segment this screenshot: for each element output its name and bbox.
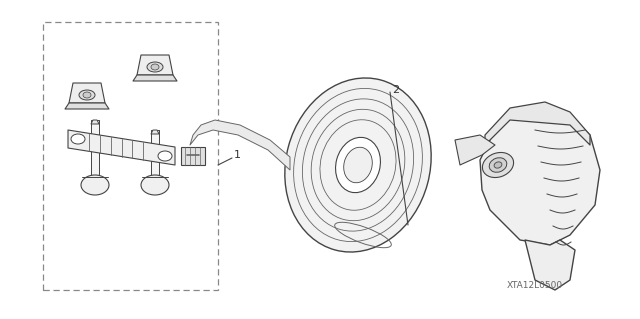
Polygon shape xyxy=(68,130,175,165)
Ellipse shape xyxy=(335,137,380,193)
Text: 2: 2 xyxy=(392,85,399,95)
Polygon shape xyxy=(485,102,590,145)
Ellipse shape xyxy=(71,134,85,144)
Ellipse shape xyxy=(285,78,431,252)
Polygon shape xyxy=(69,83,105,103)
Ellipse shape xyxy=(79,90,95,100)
Ellipse shape xyxy=(141,175,169,195)
Text: 1: 1 xyxy=(234,150,241,160)
Polygon shape xyxy=(151,130,159,134)
Polygon shape xyxy=(65,103,109,109)
Ellipse shape xyxy=(158,151,172,161)
Ellipse shape xyxy=(494,162,502,168)
Ellipse shape xyxy=(483,152,513,178)
Bar xyxy=(181,147,205,165)
Polygon shape xyxy=(91,120,99,183)
Ellipse shape xyxy=(147,62,163,72)
Text: XTA12L0500: XTA12L0500 xyxy=(507,280,563,290)
Ellipse shape xyxy=(489,158,507,172)
Ellipse shape xyxy=(83,92,91,98)
Ellipse shape xyxy=(81,175,109,195)
Polygon shape xyxy=(455,135,495,165)
Ellipse shape xyxy=(344,147,372,183)
Polygon shape xyxy=(480,105,600,245)
Polygon shape xyxy=(190,120,290,170)
Ellipse shape xyxy=(151,64,159,70)
Bar xyxy=(43,22,218,290)
Polygon shape xyxy=(151,130,159,183)
Polygon shape xyxy=(137,55,173,75)
Polygon shape xyxy=(525,240,575,290)
Polygon shape xyxy=(91,120,99,124)
Polygon shape xyxy=(133,75,177,81)
